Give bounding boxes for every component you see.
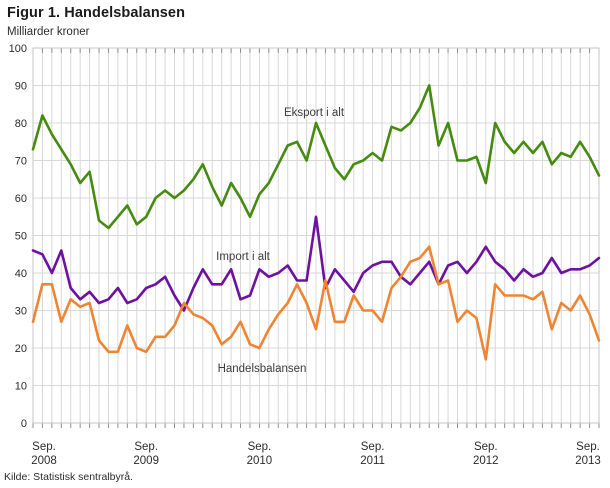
x-axis-tick-label: Sep. [134,441,158,453]
x-axis-tick-label: 2013 [575,455,601,467]
y-axis-tick-label: 100 [9,43,27,55]
plot-frame [32,47,600,424]
x-axis-tick-label: 2012 [473,455,499,467]
y-axis-tick-label: 90 [15,81,27,93]
x-axis-tick-label: 2011 [360,455,385,467]
x-axis-tick-label: 2010 [247,455,273,467]
x-axis-tick-label: Sep. [361,441,385,453]
eksport-i-alt-line [31,84,601,230]
x-axis-tick-label: 2009 [133,455,159,467]
y-axis-tick-label: 30 [15,306,27,318]
series-label-handelsbalansen: Handelsbalansen [218,363,307,375]
y-axis-tick-label: 70 [15,156,27,168]
y-axis-tick-label: 40 [15,268,27,280]
series-label-eksport-i-alt: Eksport i alt [284,107,345,119]
source-caption: Kilde: Statistisk sentralbyrå. [4,471,133,483]
x-axis-tick-label: Sep. [474,441,498,453]
x-axis-tick-label: 2008 [31,455,57,467]
x-axis-tick-label: Sep. [32,441,56,453]
y-axis-tick-label: 50 [15,231,27,243]
x-axis-tick-label: Sep. [248,441,272,453]
handelsbalansen-line [31,245,601,361]
y-axis-tick-label: 20 [15,343,27,355]
y-axis-tick-label: 80 [15,118,27,130]
x-axis-tick-label: Sep. [576,441,600,453]
chart-title: Figur 1. Handelsbalansen [7,5,186,21]
y-axis-tick-label: 60 [15,193,27,205]
y-axis-tick-label: 10 [15,381,27,393]
import-i-alt-line [31,215,601,312]
y-axis-tick-label: 0 [21,418,27,430]
series-label-import-i-alt: Import i alt [216,251,270,263]
y-axis-unit-label: Milliarder kroner [7,26,90,38]
